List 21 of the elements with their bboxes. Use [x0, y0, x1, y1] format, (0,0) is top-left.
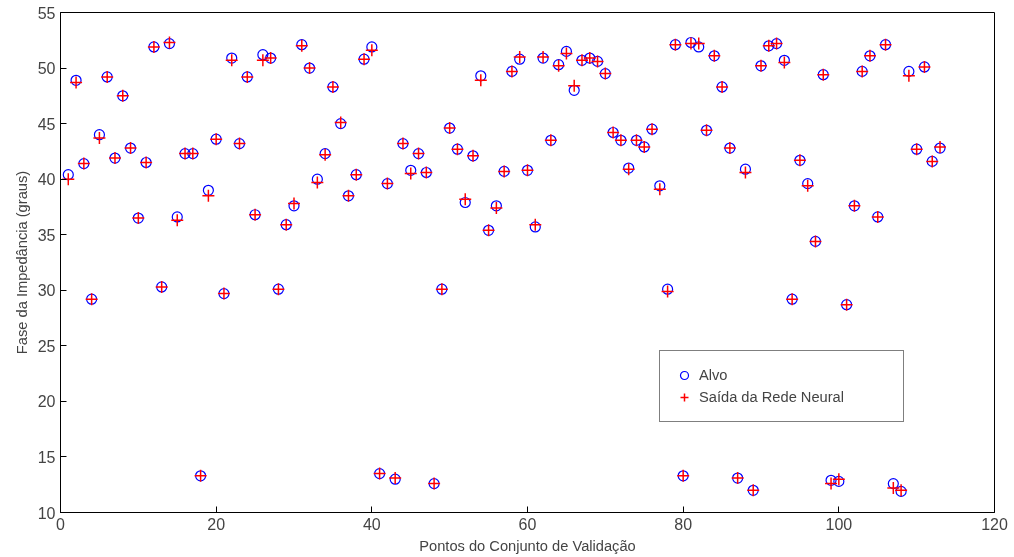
y-tick-label: 50 [37, 60, 56, 78]
y-tick-label: 15 [37, 448, 56, 466]
x-tick-label: 0 [56, 515, 66, 533]
x-axis-title: Pontos do Conjunto de Validação [419, 537, 636, 554]
x-tick-label: 100 [825, 515, 853, 533]
y-tick-label: 45 [37, 115, 56, 133]
x-tick-label: 80 [674, 515, 693, 533]
y-tick-label: 55 [37, 4, 56, 22]
y-tick-label: 25 [37, 337, 56, 355]
legend-label: Alvo [699, 367, 729, 383]
y-tick-label: 20 [37, 393, 56, 411]
y-tick-label: 35 [37, 226, 56, 244]
x-tick-label: 20 [207, 515, 226, 533]
y-tick-label: 30 [37, 282, 56, 300]
y-axis-title: Fase da Impedância (graus) [13, 170, 30, 355]
y-tick-label: 40 [37, 171, 56, 189]
y-tick-label: 10 [37, 504, 56, 522]
x-tick-label: 60 [518, 515, 537, 533]
x-tick-label: 120 [981, 515, 1008, 533]
x-tick-label: 40 [362, 515, 381, 533]
legend-label: Saída da Rede Neural [699, 389, 846, 405]
